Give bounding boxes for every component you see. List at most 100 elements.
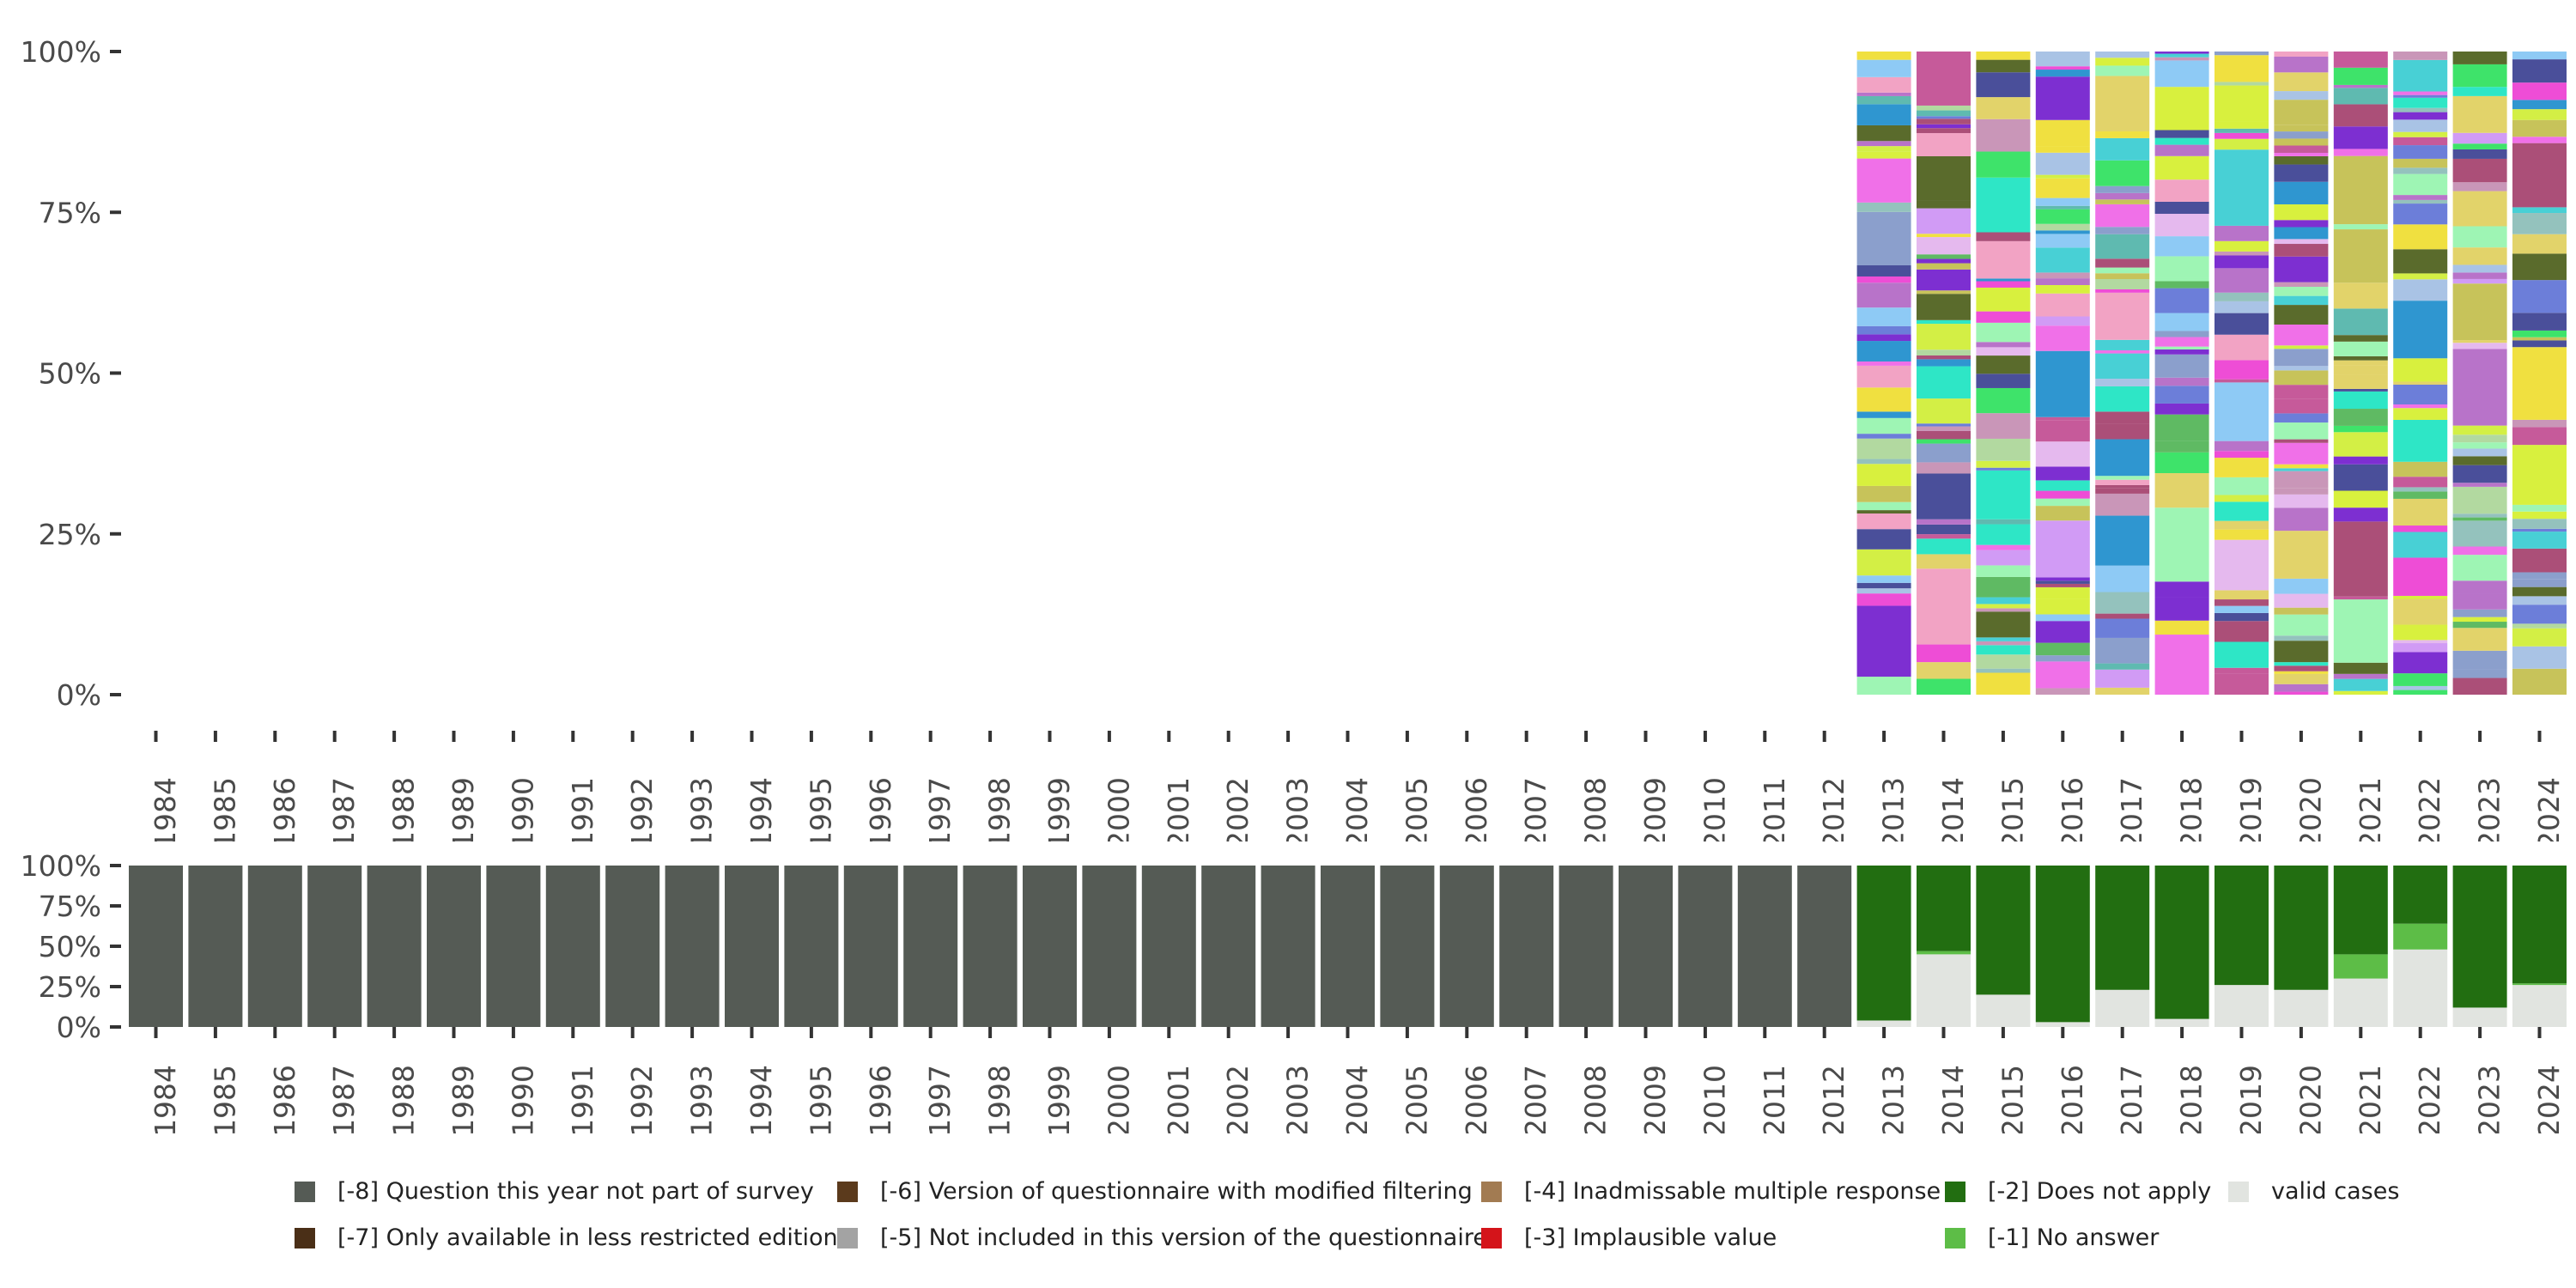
bar-segment-2015-22 xyxy=(1976,374,2031,388)
x-tick-label: 2009 xyxy=(1638,1065,1672,1133)
bar-segment-2021-17 xyxy=(2333,365,2388,375)
legend-label-code-8: [-8] Question this year not part of surv… xyxy=(337,1178,814,1205)
x-tick-label: 2021 xyxy=(2354,1065,2387,1133)
bar-2017--2-does-not-apply xyxy=(2095,866,2150,990)
legend-label-code-6: [-6] Version of questionnaire with modif… xyxy=(880,1178,1473,1205)
bar-segment-2020-13 xyxy=(2274,507,2329,532)
x-tick-label: 1994 xyxy=(744,1065,778,1133)
bar-segment-2020-44 xyxy=(2274,145,2329,154)
bar-segment-2016-17 xyxy=(2035,441,2090,467)
x-tick-label: 2006 xyxy=(1460,1065,1493,1133)
bar-segment-2013-11 xyxy=(1856,485,1911,502)
bar-segment-2023-29 xyxy=(2452,247,2507,265)
x-tick-label: 2006 xyxy=(1460,777,1493,841)
bar-segment-2014-31 xyxy=(1917,208,1971,234)
bar-1997--8-question-this-year-not-part-of-survey xyxy=(903,866,958,1027)
bar-segment-2014-22 xyxy=(1917,319,1971,325)
bar-segment-2019-26 xyxy=(2215,251,2269,256)
x-tick-label: 1998 xyxy=(983,777,1017,841)
bar-segment-2023-10 xyxy=(2452,546,2507,556)
bar-segment-2021-28 xyxy=(2333,126,2388,149)
bar-segment-2020-11 xyxy=(2274,578,2329,594)
bar-segment-2024-15 xyxy=(2512,445,2567,505)
bar-segment-2022-29 xyxy=(2393,199,2448,204)
bar-2024-valid-cases xyxy=(2512,985,2567,1027)
bar-segment-2020-39 xyxy=(2274,204,2329,221)
bar-2021-valid-cases xyxy=(2333,978,2388,1027)
bar-segment-2021-7 xyxy=(2333,507,2388,522)
bar-segment-2016-27 xyxy=(2035,247,2090,273)
bar-segment-2020-38 xyxy=(2274,220,2329,228)
bar-2006--8-question-this-year-not-part-of-survey xyxy=(1439,866,1494,1027)
legend-label-code-5: [-5] Not included in this version of the… xyxy=(880,1224,1487,1251)
bar-2015-valid-cases xyxy=(1976,994,2031,1027)
bar-segment-2020-41 xyxy=(2274,164,2329,182)
bar-segment-2018-27 xyxy=(2154,144,2209,156)
y-tick-label: 0% xyxy=(57,1011,101,1044)
bar-segment-2024-25 xyxy=(2512,234,2567,254)
y-tick-label: 25% xyxy=(39,970,101,1004)
bar-segment-2023-26 xyxy=(2452,278,2507,284)
x-tick-label: 2003 xyxy=(1281,777,1315,841)
x-tick-label: 1984 xyxy=(149,777,182,841)
bar-segment-2015-13 xyxy=(1976,544,2031,550)
bar-segment-2023-3 xyxy=(2452,628,2507,651)
bar-segment-2020-43 xyxy=(2274,153,2329,156)
x-tick-label: 2013 xyxy=(1877,1065,1911,1133)
bar-segment-2018-3 xyxy=(2154,581,2209,598)
bar-segment-2015-35 xyxy=(1976,118,2031,152)
bar-segment-2013-21 xyxy=(1856,341,1911,361)
bar-segment-2024-8 xyxy=(2512,572,2567,580)
bar-2007--8-question-this-year-not-part-of-survey xyxy=(1499,866,1554,1027)
bar-segment-2013-2 xyxy=(1856,593,1911,606)
bar-segment-2023-22 xyxy=(2452,349,2507,426)
x-tick-label: 2005 xyxy=(1400,777,1433,841)
legend-item-code-4: [-4] Inadmissable multiple response xyxy=(1481,1178,1941,1205)
legend-label-code-7: [-7] Only available in less restricted e… xyxy=(337,1224,838,1251)
legend-swatch-code-3 xyxy=(1481,1227,1502,1249)
bar-segment-2018-13 xyxy=(2154,349,2209,355)
bar-segment-2024-21 xyxy=(2512,330,2567,337)
bar-segment-2017-31 xyxy=(2095,199,2150,204)
bar-segment-2019-33 xyxy=(2215,121,2269,129)
bar-segment-2024-6 xyxy=(2512,586,2567,597)
bar-segment-2013-6 xyxy=(1856,549,1911,576)
bar-segment-2020-24 xyxy=(2274,385,2329,399)
bar-segment-2016-11 xyxy=(2035,520,2090,578)
bar-segment-2020-5 xyxy=(2274,662,2329,666)
bar-segment-2022-37 xyxy=(2393,119,2448,132)
bar-segment-2013-7 xyxy=(1856,529,1911,550)
bar-segment-2015-9 xyxy=(1976,597,2031,605)
bar-segment-2018-11 xyxy=(2154,377,2209,386)
bar-segment-2015-36 xyxy=(1976,97,2031,119)
bar-segment-2023-12 xyxy=(2452,517,2507,521)
bar-segment-2015-32 xyxy=(1976,232,2031,241)
bar-segment-2022-4 xyxy=(2393,643,2448,653)
x-tick-label: 1999 xyxy=(1042,777,1076,841)
bar-segment-2020-8 xyxy=(2274,614,2329,636)
x-tick-label: 1995 xyxy=(804,1065,837,1133)
bar-segment-2022-22 xyxy=(2393,358,2448,382)
bar-segment-2024-14 xyxy=(2512,504,2567,512)
x-tick-label: 1991 xyxy=(566,777,599,841)
bar-segment-2019-31 xyxy=(2215,132,2269,139)
legend-item-code-5: [-5] Not included in this version of the… xyxy=(837,1224,1487,1251)
bar-segment-2016-2 xyxy=(2035,655,2090,662)
bar-segment-2019-29 xyxy=(2215,149,2269,226)
bar-segment-2013-3 xyxy=(1856,588,1911,594)
bar-segment-2024-35 xyxy=(2512,52,2567,60)
y-tick-label: 100% xyxy=(21,35,101,69)
bar-segment-2019-28 xyxy=(2215,225,2269,241)
bar-segment-2021-1 xyxy=(2333,678,2388,691)
bar-segment-2017-23 xyxy=(2095,289,2150,293)
bar-segment-2017-37 xyxy=(2095,76,2150,132)
bar-2022--2-does-not-apply xyxy=(2393,866,2448,924)
bar-segment-2017-11 xyxy=(2095,484,2150,489)
bar-segment-2022-35 xyxy=(2393,137,2448,146)
bar-segment-2020-25 xyxy=(2274,370,2329,386)
x-tick-label: 2012 xyxy=(1817,777,1850,841)
bar-segment-2024-3 xyxy=(2512,623,2567,629)
bar-2012--8-question-this-year-not-part-of-survey xyxy=(1797,866,1852,1027)
bar-segment-2019-1 xyxy=(2215,667,2269,674)
